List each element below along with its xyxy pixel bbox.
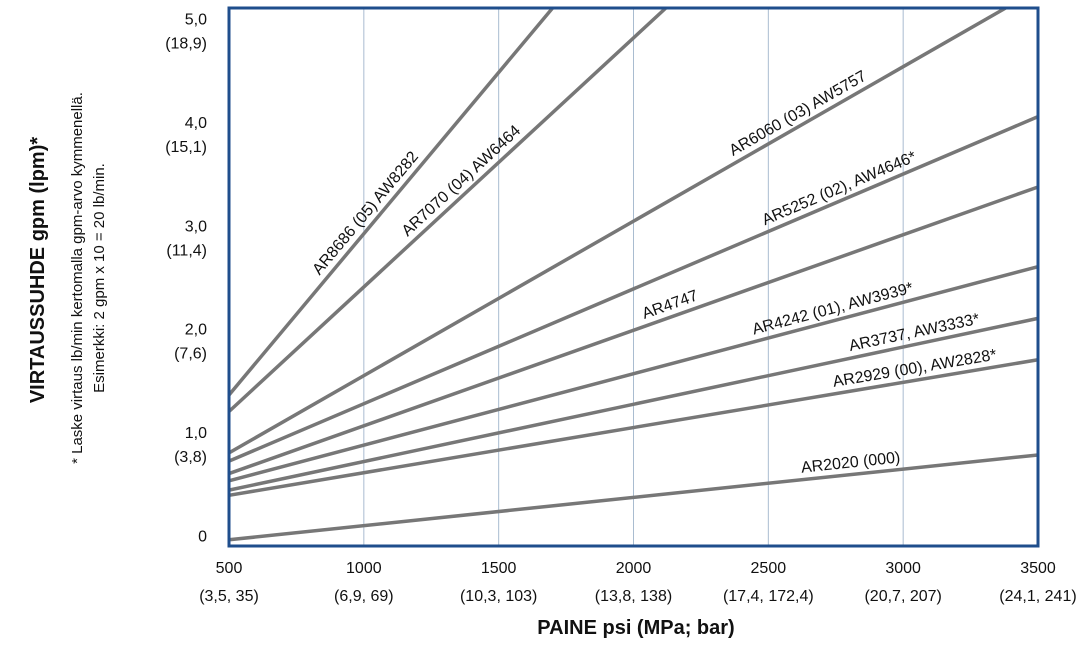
x-tick-label-6: 3500 [1020, 560, 1056, 577]
x-tick-label-0: 500 [216, 560, 243, 577]
y-axis-ticks: 0 1,0 (3,8) 2,0 (7,6) 3,0 (11,4) 4,0 (15,1) 5,0 (1… [165, 11, 207, 545]
series-line-7 [228, 358, 1039, 498]
x-tick-sublabel-1: (6,9, 69) [334, 588, 394, 605]
y-tick-label-5: 5,0 [185, 11, 207, 28]
y-tick-sublabel-3: (11,4) [166, 242, 207, 259]
series-label-0: AR8686 (05) AW8282 [310, 148, 423, 278]
y-tick-sublabel-4: (15,1) [165, 139, 207, 156]
x-axis-ticks: 500 (3,5, 35) 1000 (6,9, 69) 1500 (10,3, 103)… [199, 560, 1076, 605]
series-line-0 [227, 6, 554, 397]
series-line-2 [228, 6, 1007, 455]
x-tick-sublabel-6: (24,1, 241) [999, 588, 1076, 605]
x-tick-label-1: 1000 [346, 560, 382, 577]
x-tick-sublabel-4: (17,4, 172,4) [723, 588, 814, 605]
y-axis-title: VIRTAUSSUHDE gpm (lpm)* [27, 137, 49, 404]
x-tick-sublabel-3: (13,8, 138) [595, 588, 672, 605]
y-tick-sublabel-2: (7,6) [174, 346, 207, 363]
x-tick-label-5: 3000 [885, 560, 921, 577]
x-tick-sublabel-2: (10,3, 103) [460, 588, 537, 605]
series-line-6 [228, 316, 1039, 492]
y-tick-label-2: 2,0 [185, 322, 207, 339]
y-tick-sublabel-1: (3,8) [174, 449, 207, 466]
series-label-2: AR6060 (03) AW5757 [726, 68, 869, 160]
plot-frame [227, 6, 1040, 548]
y-tick-label-4: 4,0 [185, 115, 207, 132]
series-label-6: AR3737, AW3333* [848, 311, 981, 355]
x-tick-sublabel-5: (20,7, 207) [864, 588, 941, 605]
x-tick-label-4: 2500 [751, 560, 787, 577]
x-tick-sublabel-0: (3,5, 35) [199, 588, 259, 605]
series-lines [227, 6, 1039, 542]
y-tick-label-0: 0 [198, 529, 207, 546]
series-line-1 [227, 6, 668, 413]
x-tick-label-3: 2000 [616, 560, 652, 577]
series-label-1: AR7070 (04) AW6464 [399, 122, 525, 240]
x-axis-title: PAINE psi (MPa; bar) [537, 617, 734, 639]
series-line-8 [228, 453, 1039, 542]
x-tick-label-2: 1500 [481, 560, 517, 577]
series-line-3 [228, 115, 1039, 463]
y-tick-label-3: 3,0 [185, 218, 207, 235]
footnote-line-2: Esimerkki: 2 gpm x 10 = 20 lb/min. [91, 163, 108, 393]
series-label-3: AR5252 (02), AW4646* [760, 148, 919, 229]
y-tick-sublabel-5: (18,9) [165, 35, 207, 52]
series-line-4 [228, 185, 1039, 476]
series-line-5 [228, 264, 1039, 483]
footnote-line-1: * Laske virtaus lb/min kertomalla gpm-ar… [69, 92, 86, 464]
y-tick-label-1: 1,0 [185, 425, 207, 442]
